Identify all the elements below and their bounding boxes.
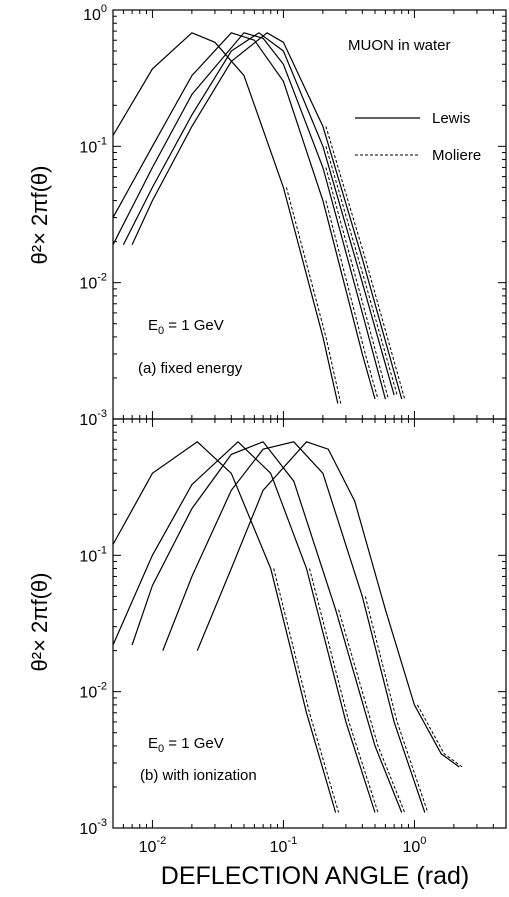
y-tick-label: 10-1 bbox=[79, 544, 107, 565]
y-tick-label: 10-3 bbox=[79, 817, 107, 838]
series-line-moliere bbox=[325, 146, 398, 396]
series-line-lewis bbox=[162, 441, 426, 813]
x-tick-label: 100 bbox=[402, 835, 426, 856]
legend-label-lewis: Lewis bbox=[432, 110, 470, 127]
series-line-lewis bbox=[122, 32, 395, 396]
series-line-lewis bbox=[112, 441, 337, 813]
x-tick-label: 10-2 bbox=[139, 835, 167, 856]
bottom-y-axis-title: θ²× 2πf(θ) bbox=[27, 573, 52, 672]
series-line-moliere bbox=[325, 126, 406, 400]
y-tick-label: 10-2 bbox=[79, 272, 107, 293]
series-line-moliere bbox=[273, 568, 340, 813]
top-y-axis-title: θ²× 2πf(θ) bbox=[27, 166, 52, 265]
series-line-moliere bbox=[325, 200, 379, 400]
top-panel-frame bbox=[112, 9, 507, 420]
y-tick-label: 10-2 bbox=[79, 681, 107, 702]
series-line-moliere bbox=[338, 609, 406, 813]
chart-title: MUON in water bbox=[348, 37, 451, 54]
x-tick-label: 10-1 bbox=[270, 835, 298, 856]
top-energy-label: E0 = 1 GeV bbox=[148, 317, 224, 337]
series-line-lewis bbox=[112, 32, 386, 400]
series-line-lewis bbox=[196, 441, 460, 768]
y-tick-label: 10-1 bbox=[79, 135, 107, 156]
series-line-lewis bbox=[131, 32, 403, 400]
tick-marks bbox=[112, 9, 507, 829]
series-line-lewis bbox=[131, 441, 403, 813]
bottom-panel-label: (b) with ionization bbox=[140, 767, 257, 784]
series-line-lewis bbox=[112, 440, 376, 813]
y-tick-label: 10-3 bbox=[79, 408, 107, 429]
series-line-moliere bbox=[416, 704, 463, 768]
series-line-lewis bbox=[112, 32, 376, 400]
bottom-panel-frame bbox=[112, 418, 507, 829]
series-line-moliere bbox=[309, 568, 379, 813]
legend-label-moliere: Moliere bbox=[432, 147, 481, 164]
x-axis-title: DEFLECTION ANGLE (rad) bbox=[161, 862, 469, 890]
series-line-moliere bbox=[325, 167, 389, 400]
bottom-energy-label: E0 = 1 GeV bbox=[148, 735, 224, 755]
series-line-lewis bbox=[112, 32, 339, 404]
series-line-moliere bbox=[364, 596, 429, 813]
tick-labels: 100 10-1 10-2 10-3 10-1 10-2 10-3 10-2 10-1 100 bbox=[79, 3, 426, 856]
series-line-moliere bbox=[285, 187, 342, 404]
y-tick-label: 100 bbox=[83, 3, 107, 24]
curves bbox=[112, 32, 463, 813]
top-panel-label: (a) fixed energy bbox=[138, 360, 243, 377]
